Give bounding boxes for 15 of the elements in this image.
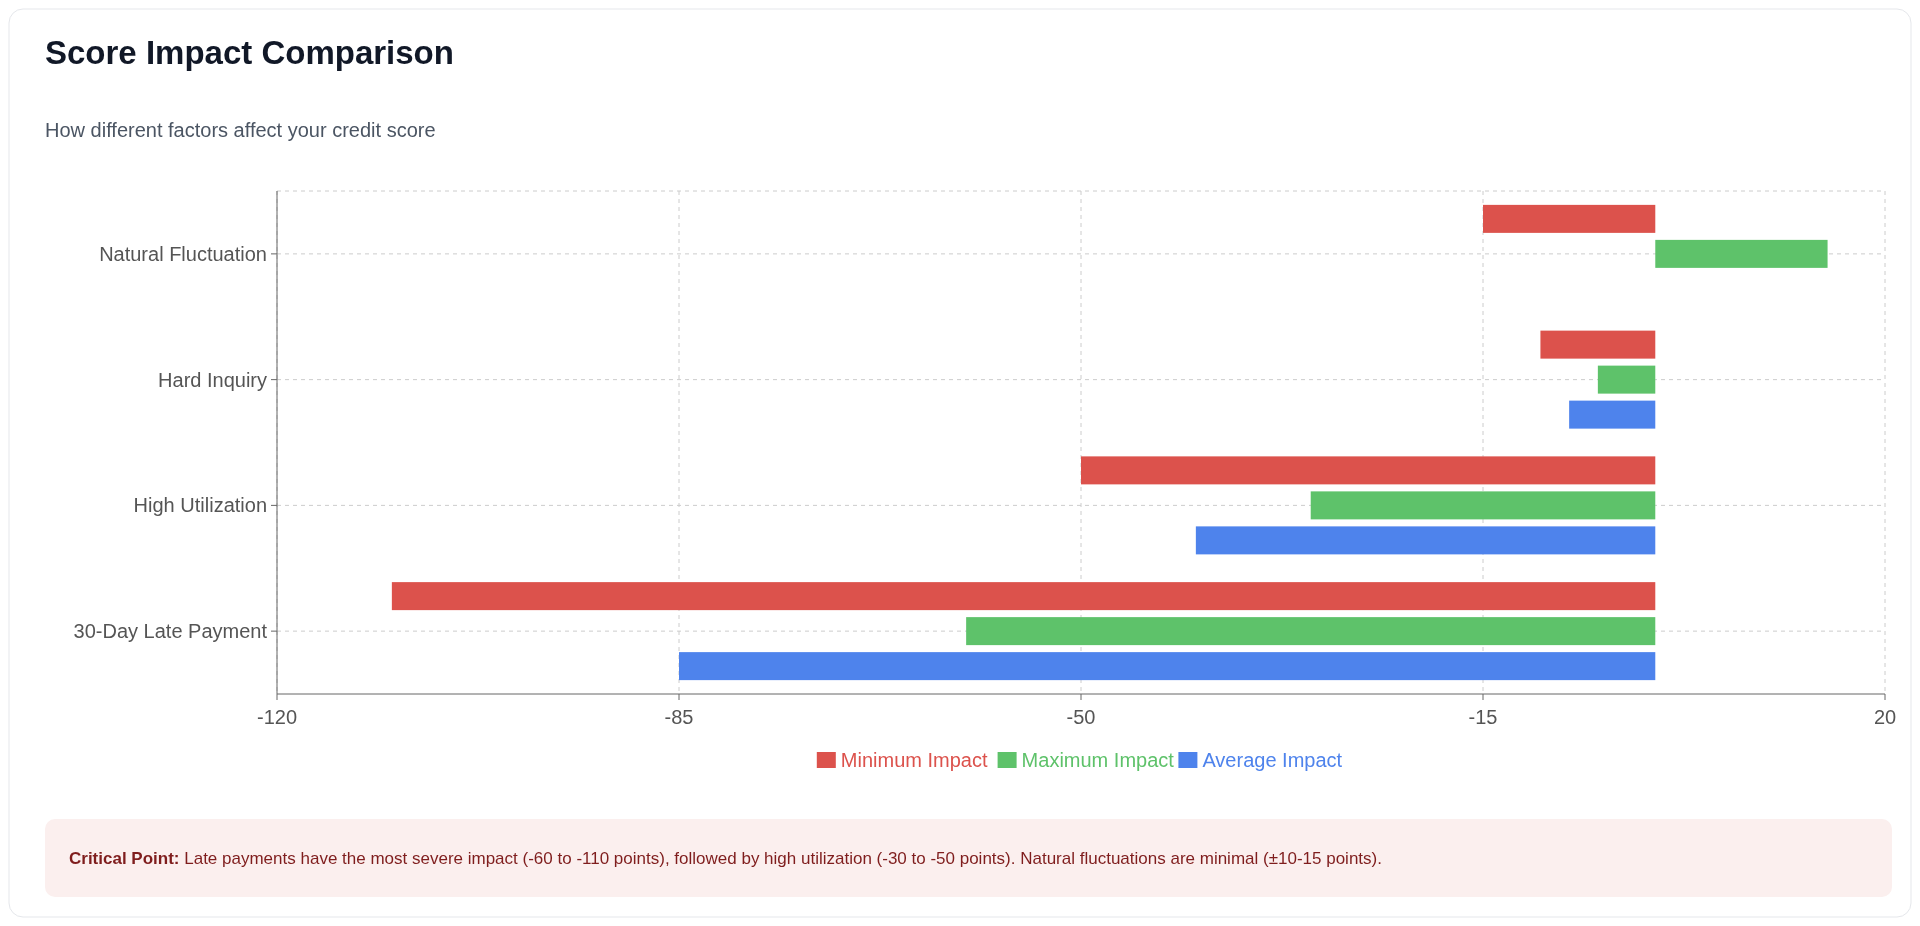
y-tick-label: Hard Inquiry bbox=[158, 368, 267, 391]
x-tick-label: -85 bbox=[664, 706, 694, 728]
chart-subtitle: How different factors affect your credit score bbox=[45, 119, 436, 141]
legend-label: Average Impact bbox=[1202, 749, 1343, 771]
text: Critical Point: Late payments have the most severe impact (-60 to -110 points), followed by high utilization (-30 to -50 points). Natural fluctuations are minimal (±10-15 points). bbox=[69, 849, 1382, 868]
y-tick-label: Natural Fluctuation bbox=[99, 242, 267, 265]
legend-label: Maximum Impact bbox=[1021, 749, 1175, 771]
y-tick-label: 30-Day Late Payment bbox=[73, 620, 268, 643]
y-tick-label: High Utilization bbox=[133, 494, 267, 517]
legend-label: Minimum Impact bbox=[840, 749, 988, 771]
chart-title: Score Impact Comparison bbox=[45, 34, 454, 71]
x-tick-label: 20 bbox=[1873, 706, 1897, 728]
x-tick-label: -50 bbox=[1066, 706, 1096, 728]
x-tick-label: -120 bbox=[256, 706, 298, 728]
x-tick-label: -15 bbox=[1468, 706, 1498, 728]
